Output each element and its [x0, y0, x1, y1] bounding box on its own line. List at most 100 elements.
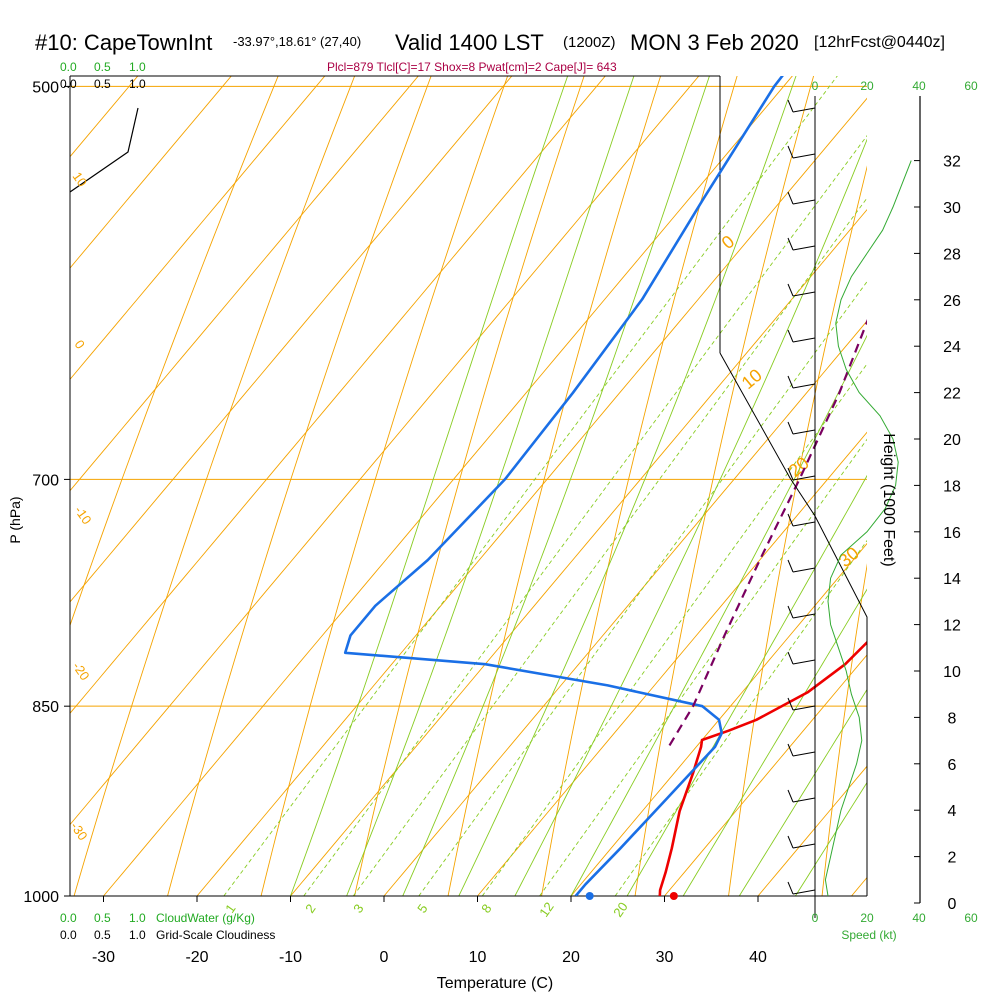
- dry-adiabat-label: 10: [70, 169, 91, 189]
- x-axis-title: Temperature (C): [437, 975, 553, 992]
- valid-time: Valid 1400 LST: [395, 30, 544, 55]
- x-tick-label: -30: [92, 949, 115, 966]
- wind-barb: [792, 245, 816, 251]
- wind-barb-flag: [787, 697, 794, 711]
- dry-adiabat-line: [167, 76, 432, 896]
- wind-barb: [792, 429, 816, 435]
- wind-barb-flag: [787, 99, 794, 113]
- height-tick-label: 22: [943, 386, 961, 403]
- x-tick-label: -20: [185, 949, 208, 966]
- isotherm-line: [383, 320, 867, 896]
- dry-adiabat-line: [447, 76, 662, 896]
- wind-barb-flag: [787, 513, 794, 527]
- mixing-ratio-line: [614, 539, 867, 896]
- wind-barb: [792, 199, 816, 205]
- mixing-ratio-label: 8: [478, 901, 494, 916]
- mixing-ratio-line: [418, 280, 867, 896]
- wind-barb: [792, 475, 816, 481]
- isotherm-line: [70, 76, 326, 381]
- x-tick-label: 40: [749, 949, 767, 966]
- x-axis: -30 -20 -10 0 10 20 30 40: [92, 896, 767, 966]
- height-tick-label: 32: [943, 154, 961, 171]
- wind-speed-tick-bottom: 0: [812, 911, 819, 925]
- moist-adiabat-line: [570, 334, 867, 896]
- wind-barb-flag: [787, 329, 794, 343]
- mixing-ratio-label: 2: [302, 901, 318, 916]
- wind-barb-flag: [787, 467, 794, 481]
- bottom-cloudwater-2: 1.0: [129, 911, 146, 925]
- bottom-cloudwater-1: 0.5: [94, 911, 111, 925]
- moist-adiabat-line: [682, 588, 867, 896]
- height-tick-label: 30: [943, 200, 961, 217]
- isotherm-line: [290, 208, 867, 896]
- height-tick-label: 10: [943, 664, 961, 681]
- isotherm-line: [0, 0, 569, 896]
- wind-barb: [792, 567, 816, 573]
- wind-barb-flag: [787, 789, 794, 803]
- dry-adiabat-line: [821, 563, 867, 896]
- height-tick-label: 0: [948, 896, 957, 913]
- y-tick-label: 700: [32, 472, 59, 489]
- wind-barb: [792, 889, 816, 895]
- moist-adiabat-line: [402, 76, 710, 896]
- background-lines: [0, 0, 867, 896]
- wind-barb-flag: [787, 421, 794, 435]
- mixing-ratio-line: [352, 197, 867, 896]
- dry-adiabat-line: [354, 76, 585, 896]
- y-tick-label: 500: [32, 79, 59, 96]
- wind-barb-flag: [787, 237, 794, 251]
- isotherm-line: [477, 431, 867, 896]
- x-tick-label: 10: [469, 949, 487, 966]
- wind-barb-flag: [787, 283, 794, 297]
- wind-barb: [792, 705, 816, 711]
- wind-barb: [792, 107, 816, 113]
- y-axis: 2503004005007008501000: [23, 79, 70, 906]
- dry-adiabat-label: -10: [72, 503, 95, 527]
- wind-barb: [792, 659, 816, 665]
- isotherm-line: [570, 542, 867, 896]
- height-tick-label: 8: [948, 710, 957, 727]
- mixing-ratio-line: [481, 363, 867, 896]
- isotherm-line: [70, 76, 139, 158]
- height-tick-label: 2: [948, 850, 957, 867]
- dry-adiabat-line: [70, 76, 279, 627]
- wind-speed-label: Speed (kt): [841, 928, 896, 942]
- isotherm-label: 0: [718, 231, 739, 253]
- moist-adiabat-line: [458, 76, 797, 896]
- wind-speed-line: [824, 160, 912, 897]
- wind-barb-flag: [787, 881, 794, 895]
- cloudwater-label: CloudWater (g/Kg): [156, 911, 255, 925]
- mixing-ratio-label: 5: [414, 901, 430, 916]
- x-tick-label: 30: [656, 949, 674, 966]
- isotherm-line: [70, 76, 513, 603]
- mixing-ratio-label: 3: [350, 901, 366, 916]
- cloudiness-label: Grid-Scale Cloudiness: [156, 928, 275, 942]
- isotherm-line: [70, 76, 419, 492]
- moist-adiabat-line: [514, 138, 867, 896]
- series-layer: [343, 76, 867, 896]
- forecast-label: [12hrFcst@0440z]: [814, 34, 945, 51]
- wind-barb-flag: [787, 559, 794, 573]
- top-cloudwater-0: 0.0: [60, 60, 77, 74]
- dewpoint-line: [343, 76, 784, 896]
- wind-barb: [792, 291, 816, 297]
- wind-barb: [792, 521, 816, 527]
- height-tick-label: 6: [948, 757, 957, 774]
- x-tick-label: 0: [380, 949, 389, 966]
- x-tick-label: 20: [562, 949, 580, 966]
- surface-markers: [585, 892, 678, 900]
- wind-speed-tick-top: 40: [912, 79, 926, 93]
- wind-barb-flag: [787, 835, 794, 849]
- height-tick-label: 28: [943, 246, 961, 263]
- isotherm-line: [851, 876, 867, 896]
- height-axis-title: Height (1000 Feet): [880, 433, 897, 566]
- temperature-line: [658, 640, 867, 896]
- wind-speed-tick-bottom: 40: [912, 911, 926, 925]
- top-cloudiness-0: 0.0: [60, 77, 77, 91]
- mixing-ratio-label: 20: [610, 899, 631, 919]
- height-tick-label: 16: [943, 525, 961, 542]
